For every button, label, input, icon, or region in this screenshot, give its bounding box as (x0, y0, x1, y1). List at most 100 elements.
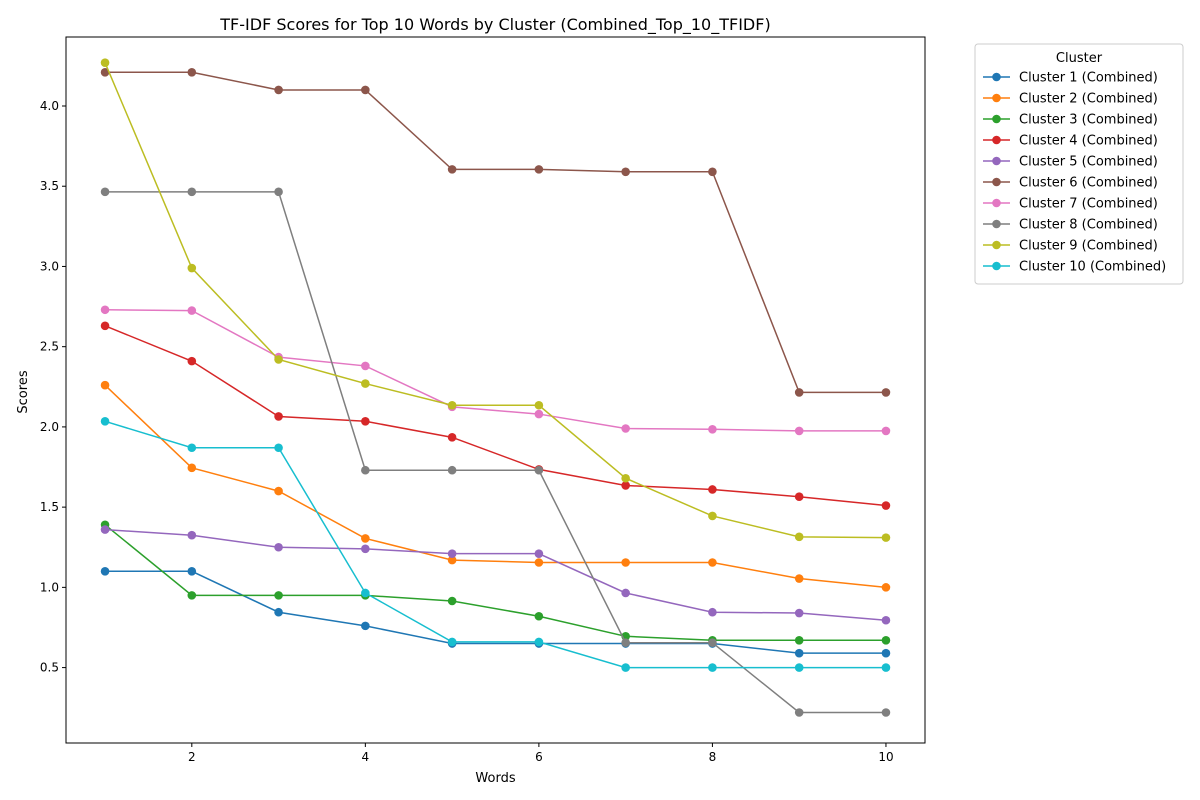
data-point (534, 165, 544, 174)
data-point (708, 425, 717, 434)
data-point (187, 530, 197, 540)
data-point (881, 583, 891, 592)
data-point (534, 637, 544, 647)
series-line (105, 528, 887, 621)
legend-item: Cluster 6 (Combined) (983, 176, 1158, 191)
legend-label: Cluster 9 (Combined) (1019, 239, 1158, 254)
data-point (794, 492, 804, 502)
data-point (447, 465, 457, 475)
data-point (881, 648, 891, 658)
data-point (881, 636, 891, 645)
data-point (361, 588, 370, 598)
axes: 2 4 6 8 10 0.5 1.0 1.5 2.0 2.5 3.0 3.5 4.0 (40, 36, 926, 764)
data-point (794, 608, 804, 618)
data-point (100, 305, 110, 315)
legend-item: Cluster 2 (Combined) (983, 92, 1158, 107)
x-axis-label: Words (475, 771, 515, 786)
data-point (447, 549, 457, 558)
data-point (708, 167, 717, 177)
data-point (274, 542, 283, 552)
data-point (187, 443, 197, 453)
data-point (621, 167, 630, 177)
legend-label: Cluster 6 (Combined) (1019, 176, 1158, 191)
x-tick-label: 6 (535, 750, 543, 764)
legend-title: Cluster (1056, 51, 1103, 66)
series-8 (100, 187, 891, 717)
legend-marker (992, 72, 1001, 82)
data-point (274, 187, 283, 197)
data-point (361, 621, 370, 631)
data-point (361, 416, 370, 426)
y-tick-label: 0.5 (40, 661, 59, 675)
data-point (621, 638, 630, 648)
series-5 (100, 525, 891, 625)
data-point (881, 663, 891, 672)
legend-item: Cluster 1 (Combined) (983, 71, 1158, 86)
data-point (447, 165, 457, 174)
y-tick-label: 2.0 (40, 420, 59, 434)
legend-marker (992, 135, 1001, 145)
data-point (881, 708, 891, 717)
legend-marker (992, 261, 1001, 271)
series-line (104, 62, 886, 539)
data-point (100, 321, 110, 331)
series-line (105, 71, 886, 394)
legend-item: Cluster 8 (Combined) (983, 218, 1158, 233)
legend-marker (992, 114, 1001, 124)
legend-item: Cluster 10 (Combined) (983, 260, 1166, 275)
data-point (447, 596, 457, 606)
legend-items: Cluster 1 (Combined) Cluster 2 (Combined)… (983, 71, 1166, 275)
data-point (361, 379, 370, 388)
data-point (621, 558, 630, 567)
series-9 (100, 58, 891, 542)
data-point (794, 574, 804, 583)
data-point (708, 607, 717, 617)
series-line (104, 524, 886, 642)
y-tick-label: 1.0 (40, 580, 59, 594)
data-point (794, 708, 804, 717)
data-point (794, 636, 804, 645)
data-point (621, 588, 630, 598)
data-point (447, 637, 457, 647)
y-tick-label: 4.0 (40, 99, 59, 113)
data-point (794, 663, 804, 672)
legend-label: Cluster 8 (Combined) (1019, 218, 1158, 233)
data-point (100, 380, 110, 390)
series-line (105, 309, 886, 432)
data-point (187, 306, 197, 315)
data-point (534, 465, 544, 475)
y-tick-label: 3.5 (40, 179, 59, 193)
data-point (881, 533, 891, 542)
data-point (100, 567, 110, 576)
data-point (187, 263, 197, 273)
data-point (621, 663, 630, 672)
legend-label: Cluster 1 (Combined) (1019, 71, 1158, 86)
legend-label: Cluster 3 (Combined) (1019, 113, 1158, 128)
legend-marker (992, 93, 1001, 103)
y-tick-label: 3.0 (40, 259, 59, 273)
data-point (274, 85, 283, 95)
series-6 (100, 68, 891, 397)
data-point (187, 187, 197, 197)
data-point (274, 355, 283, 364)
legend-marker (992, 177, 1001, 187)
series-4 (100, 321, 891, 510)
data-point (708, 511, 717, 521)
data-point (708, 485, 717, 494)
data-point (534, 409, 544, 419)
x-tick-label: 2 (188, 750, 196, 764)
series-line (105, 191, 886, 714)
data-point (534, 549, 544, 558)
data-point (621, 473, 630, 483)
data-point (187, 356, 197, 366)
legend-label: Cluster 4 (Combined) (1019, 134, 1158, 149)
legend-item: Cluster 3 (Combined) (983, 113, 1158, 128)
legend: Cluster Cluster 1 (Combined) Cluster 2 (C… (974, 43, 1184, 285)
data-point (361, 544, 370, 554)
data-point (187, 591, 197, 600)
x-tick-label: 10 (878, 750, 893, 764)
legend-label: Cluster 10 (Combined) (1019, 260, 1166, 275)
data-point (534, 558, 544, 567)
data-point (447, 400, 457, 410)
legend-marker (992, 198, 1001, 208)
